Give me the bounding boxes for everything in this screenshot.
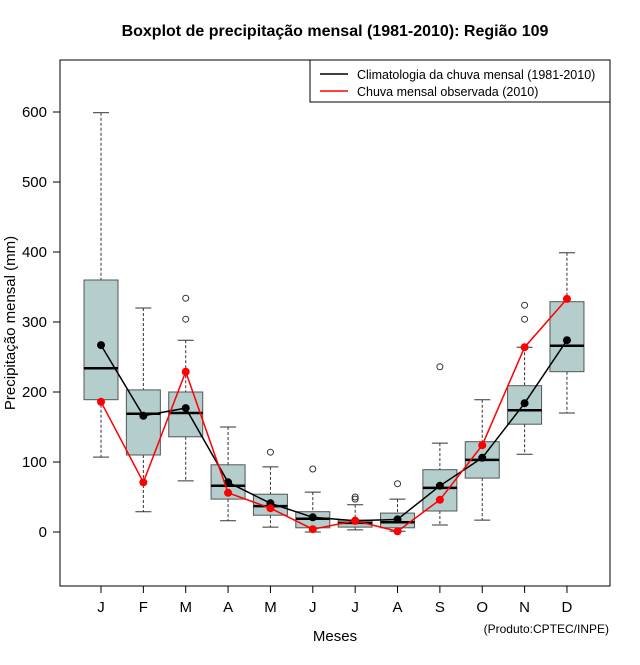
y-tick-label: 200 <box>22 384 47 401</box>
x-tick-label: J <box>309 599 317 616</box>
series-point <box>97 397 105 406</box>
series-point <box>435 481 444 490</box>
x-tick-label: O <box>476 599 488 616</box>
series-point <box>393 527 402 536</box>
outlier-point <box>182 294 190 302</box>
x-tick-label: F <box>139 599 148 616</box>
outlier-point <box>351 493 359 501</box>
outlier-point <box>182 315 190 323</box>
series-line <box>100 298 568 533</box>
outlier-point <box>521 301 529 309</box>
series-point <box>181 367 190 376</box>
x-axis-label: Meses <box>313 628 357 645</box>
series-point <box>520 343 529 352</box>
legend-observed: Chuva mensal observada (2010) <box>357 85 538 99</box>
box <box>549 301 585 373</box>
x-tick-label: D <box>562 599 573 616</box>
series-line <box>100 339 568 522</box>
series-point <box>224 488 233 497</box>
y-tick-label: 500 <box>22 174 47 191</box>
y-tick-label: 300 <box>22 314 47 331</box>
x-tick-label: J <box>97 599 105 616</box>
series-point <box>139 411 148 420</box>
outlier-point <box>266 448 274 456</box>
plot-frame <box>59 59 611 587</box>
outlier-point <box>309 465 317 473</box>
y-tick-label: 400 <box>22 244 47 261</box>
series-point <box>308 513 317 522</box>
x-tick-label: M <box>264 599 277 616</box>
series-point <box>393 515 402 524</box>
chart-title: Boxplot de precipitação mensal (1981-201… <box>122 23 549 40</box>
series-point <box>520 399 529 408</box>
series-point <box>562 336 571 345</box>
series-point <box>435 495 444 504</box>
x-tick-label: S <box>435 599 445 616</box>
legend: Climatologia da chuva mensal (1981-2010)… <box>309 59 611 103</box>
legend-climatology: Climatologia da chuva mensal (1981-2010) <box>357 68 595 82</box>
x-tick-label: A <box>393 599 403 616</box>
outlier-point <box>394 480 402 488</box>
series-point <box>181 404 190 413</box>
series-point <box>478 441 487 450</box>
y-tick-label: 100 <box>22 454 47 471</box>
series-point <box>139 478 148 487</box>
outlier-point <box>351 495 359 503</box>
y-tick-label: 600 <box>22 104 47 121</box>
y-tick-label: 0 <box>39 524 47 541</box>
series-point <box>308 525 317 534</box>
series-point <box>562 294 571 303</box>
box <box>125 389 161 456</box>
outlier-point <box>521 315 529 323</box>
footer-credit: (Produto:CPTEC/INPE) <box>484 622 609 636</box>
x-tick-label: N <box>519 599 530 616</box>
y-axis-label: Precipitação mensal (mm) <box>2 236 19 410</box>
box <box>83 279 119 401</box>
series-point <box>266 504 275 513</box>
series-point <box>224 478 233 487</box>
x-tick-label: J <box>351 599 359 616</box>
x-tick-label: A <box>223 599 233 616</box>
series-point <box>97 341 105 350</box>
x-tick-label: M <box>179 599 192 616</box>
box <box>422 469 458 512</box>
outlier-point <box>436 363 444 371</box>
series-point <box>478 453 487 462</box>
series-point <box>351 516 360 525</box>
